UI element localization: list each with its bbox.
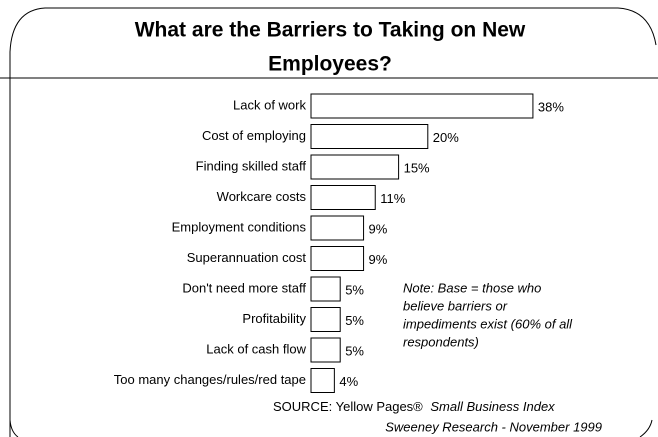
category-label: Lack of work bbox=[233, 97, 306, 112]
chart-title: What are the Barriers to Taking on New bbox=[135, 19, 526, 42]
value-label: 15% bbox=[404, 160, 430, 175]
chart-title: Employees? bbox=[268, 53, 392, 76]
bar bbox=[310, 337, 341, 363]
category-label: Profitability bbox=[242, 311, 306, 326]
value-label: 11% bbox=[380, 191, 405, 206]
value-label: 20% bbox=[433, 130, 459, 145]
frame bbox=[9, 7, 657, 437]
bar bbox=[310, 185, 376, 210]
note: respondents) bbox=[403, 334, 479, 349]
category-label: Finding skilled staff bbox=[196, 158, 307, 173]
value-label: 9% bbox=[369, 252, 388, 267]
note: believe barriers or bbox=[403, 298, 508, 313]
category-label: Lack of cash flow bbox=[206, 341, 306, 356]
source-publication: Small Business Index bbox=[430, 399, 555, 414]
bar bbox=[310, 246, 365, 271]
bar bbox=[310, 154, 400, 180]
value-label: 5% bbox=[345, 313, 364, 328]
category-label: Don't need more staff bbox=[182, 280, 306, 295]
category-label: Cost of employing bbox=[202, 128, 306, 143]
value-label: 4% bbox=[339, 374, 358, 389]
note: impediments exist (60% of all bbox=[403, 316, 573, 331]
bar bbox=[310, 124, 429, 149]
bar bbox=[310, 307, 341, 332]
category-label: Employment conditions bbox=[172, 219, 307, 234]
source: SOURCE: Yellow Pages® Small Business Ind… bbox=[273, 399, 555, 414]
source-credit: Sweeney Research - November 1999 bbox=[385, 419, 602, 434]
bar bbox=[310, 276, 341, 302]
note: Note: Base = those who bbox=[403, 280, 541, 295]
category-label: Workcare costs bbox=[217, 189, 307, 204]
category-label: Superannuation cost bbox=[187, 250, 307, 265]
frame-corner bbox=[639, 419, 653, 437]
source-prefix: SOURCE: Yellow Pages® bbox=[273, 399, 423, 414]
value-label: 9% bbox=[369, 221, 388, 236]
frame-corner bbox=[9, 419, 19, 437]
bar bbox=[310, 368, 335, 393]
bar bbox=[310, 215, 365, 241]
value-label: 5% bbox=[345, 343, 364, 358]
value-label: 5% bbox=[345, 282, 364, 297]
category-label: Too many changes/rules/red tape bbox=[114, 372, 306, 387]
bar bbox=[310, 93, 534, 119]
value-label: 38% bbox=[538, 99, 564, 114]
